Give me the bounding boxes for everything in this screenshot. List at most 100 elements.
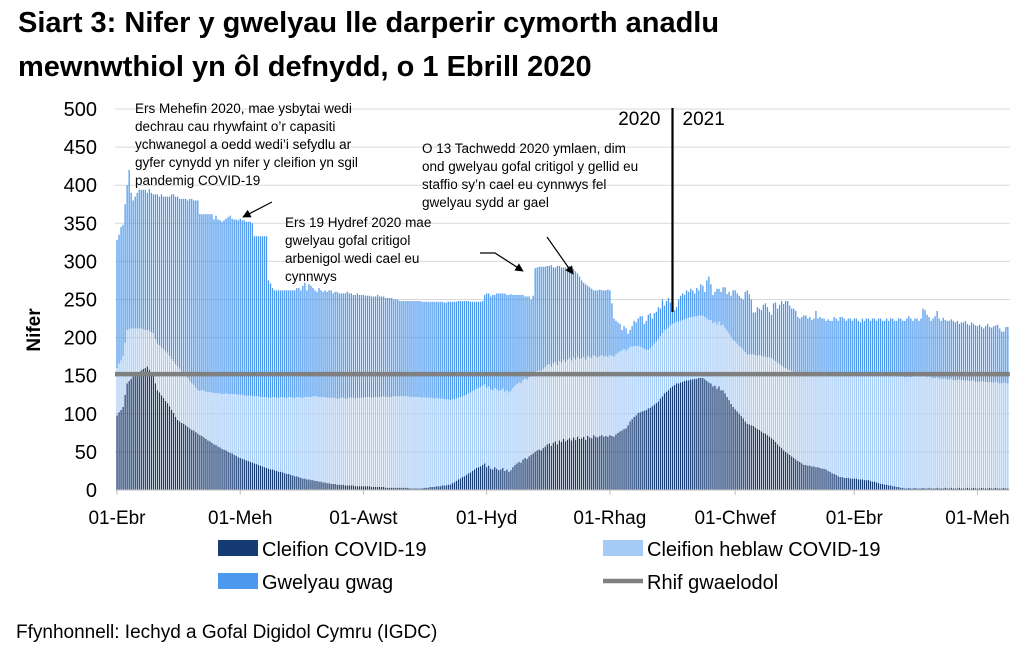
bar-noncovid bbox=[421, 397, 423, 489]
bar-empty bbox=[530, 299, 532, 376]
bar-noncovid bbox=[627, 349, 629, 426]
bar-covid bbox=[144, 368, 146, 490]
bar-empty bbox=[720, 291, 722, 326]
bar-covid bbox=[439, 486, 441, 490]
bar-empty bbox=[991, 327, 993, 383]
bar-covid bbox=[566, 439, 569, 490]
bar-covid bbox=[433, 486, 435, 490]
bar-empty bbox=[372, 296, 375, 398]
bar-covid bbox=[734, 409, 736, 490]
bar-noncovid bbox=[665, 329, 668, 392]
bar-covid bbox=[284, 473, 286, 490]
bar-empty bbox=[948, 320, 950, 380]
bar-empty bbox=[894, 320, 896, 376]
bar-noncovid bbox=[964, 381, 967, 489]
bar-empty bbox=[886, 318, 888, 375]
bar-empty bbox=[877, 318, 880, 375]
bar-covid bbox=[128, 381, 130, 490]
bar-covid bbox=[138, 371, 140, 490]
bar-noncovid bbox=[623, 349, 625, 430]
bar-covid bbox=[453, 482, 455, 490]
bar-noncovid bbox=[251, 396, 253, 463]
bar-covid bbox=[995, 487, 997, 490]
bar-noncovid bbox=[851, 374, 853, 479]
bar-noncovid bbox=[490, 389, 492, 469]
bar-empty bbox=[520, 294, 522, 384]
bar-noncovid bbox=[332, 397, 334, 484]
bar-noncovid bbox=[532, 374, 534, 454]
bar-empty bbox=[964, 320, 967, 382]
bar-covid bbox=[376, 486, 379, 490]
bar-noncovid bbox=[649, 348, 651, 408]
bar-covid bbox=[273, 470, 276, 490]
bar-empty bbox=[597, 290, 599, 358]
bar-empty bbox=[746, 290, 748, 355]
bar-covid bbox=[445, 485, 447, 490]
bar-covid bbox=[538, 449, 540, 490]
bar-noncovid bbox=[679, 320, 682, 383]
bar-noncovid bbox=[675, 321, 678, 384]
bar-noncovid bbox=[669, 325, 672, 388]
bar-covid bbox=[924, 488, 926, 490]
bar-noncovid bbox=[130, 328, 132, 379]
bar-covid bbox=[391, 487, 393, 490]
bar-covid bbox=[393, 487, 395, 490]
bar-covid bbox=[849, 478, 851, 490]
bar-noncovid bbox=[187, 377, 189, 427]
bar-covid bbox=[591, 438, 593, 490]
bar-covid bbox=[213, 444, 215, 490]
bar-empty bbox=[835, 318, 837, 375]
bar-empty bbox=[607, 289, 609, 357]
bar-empty bbox=[914, 318, 916, 376]
bar-covid bbox=[752, 425, 754, 490]
bar-covid bbox=[140, 370, 142, 490]
bar-noncovid bbox=[417, 397, 419, 489]
bar-noncovid bbox=[116, 368, 118, 416]
bar-covid bbox=[320, 481, 322, 490]
bar-empty bbox=[976, 326, 979, 382]
bar-covid bbox=[524, 457, 526, 490]
bar-empty bbox=[225, 218, 227, 394]
bar-covid bbox=[302, 478, 304, 490]
annotation-arrow-2 bbox=[480, 252, 524, 272]
bar-empty bbox=[253, 236, 256, 397]
bar-noncovid bbox=[528, 377, 530, 457]
bar-covid bbox=[455, 480, 458, 490]
bar-covid bbox=[265, 467, 268, 490]
bar-empty bbox=[181, 198, 183, 372]
bar-empty bbox=[189, 198, 191, 382]
bar-noncovid bbox=[950, 378, 952, 488]
bar-noncovid bbox=[358, 397, 361, 487]
bar-noncovid bbox=[530, 375, 532, 455]
bar-covid bbox=[839, 477, 841, 490]
bar-empty bbox=[722, 287, 724, 325]
bar-covid bbox=[136, 373, 138, 490]
bar-covid bbox=[546, 444, 548, 490]
bar-empty bbox=[821, 318, 823, 373]
bar-empty bbox=[730, 295, 732, 337]
bar-noncovid bbox=[191, 383, 193, 430]
bar-empty bbox=[829, 320, 831, 373]
bar-covid bbox=[813, 466, 815, 490]
bar-noncovid bbox=[583, 356, 585, 437]
bar-noncovid bbox=[488, 386, 490, 466]
bar-covid bbox=[421, 488, 423, 490]
bar-covid bbox=[902, 487, 904, 490]
bar-empty bbox=[451, 301, 453, 400]
bar-empty bbox=[639, 316, 641, 347]
bar-empty bbox=[888, 320, 890, 376]
bar-noncovid bbox=[492, 390, 494, 470]
bar-empty bbox=[502, 293, 504, 389]
y-tick-label: 150 bbox=[64, 366, 97, 388]
bar-empty bbox=[393, 299, 395, 397]
bar-noncovid bbox=[215, 393, 217, 446]
bar-covid bbox=[148, 369, 150, 490]
bar-empty bbox=[940, 320, 942, 379]
bar-empty bbox=[514, 294, 516, 386]
bar-covid bbox=[496, 468, 498, 490]
bar-noncovid bbox=[835, 374, 837, 475]
bar-noncovid bbox=[785, 368, 787, 452]
bar-empty bbox=[944, 320, 946, 379]
bar-noncovid bbox=[570, 360, 573, 441]
bar-covid bbox=[185, 425, 187, 490]
